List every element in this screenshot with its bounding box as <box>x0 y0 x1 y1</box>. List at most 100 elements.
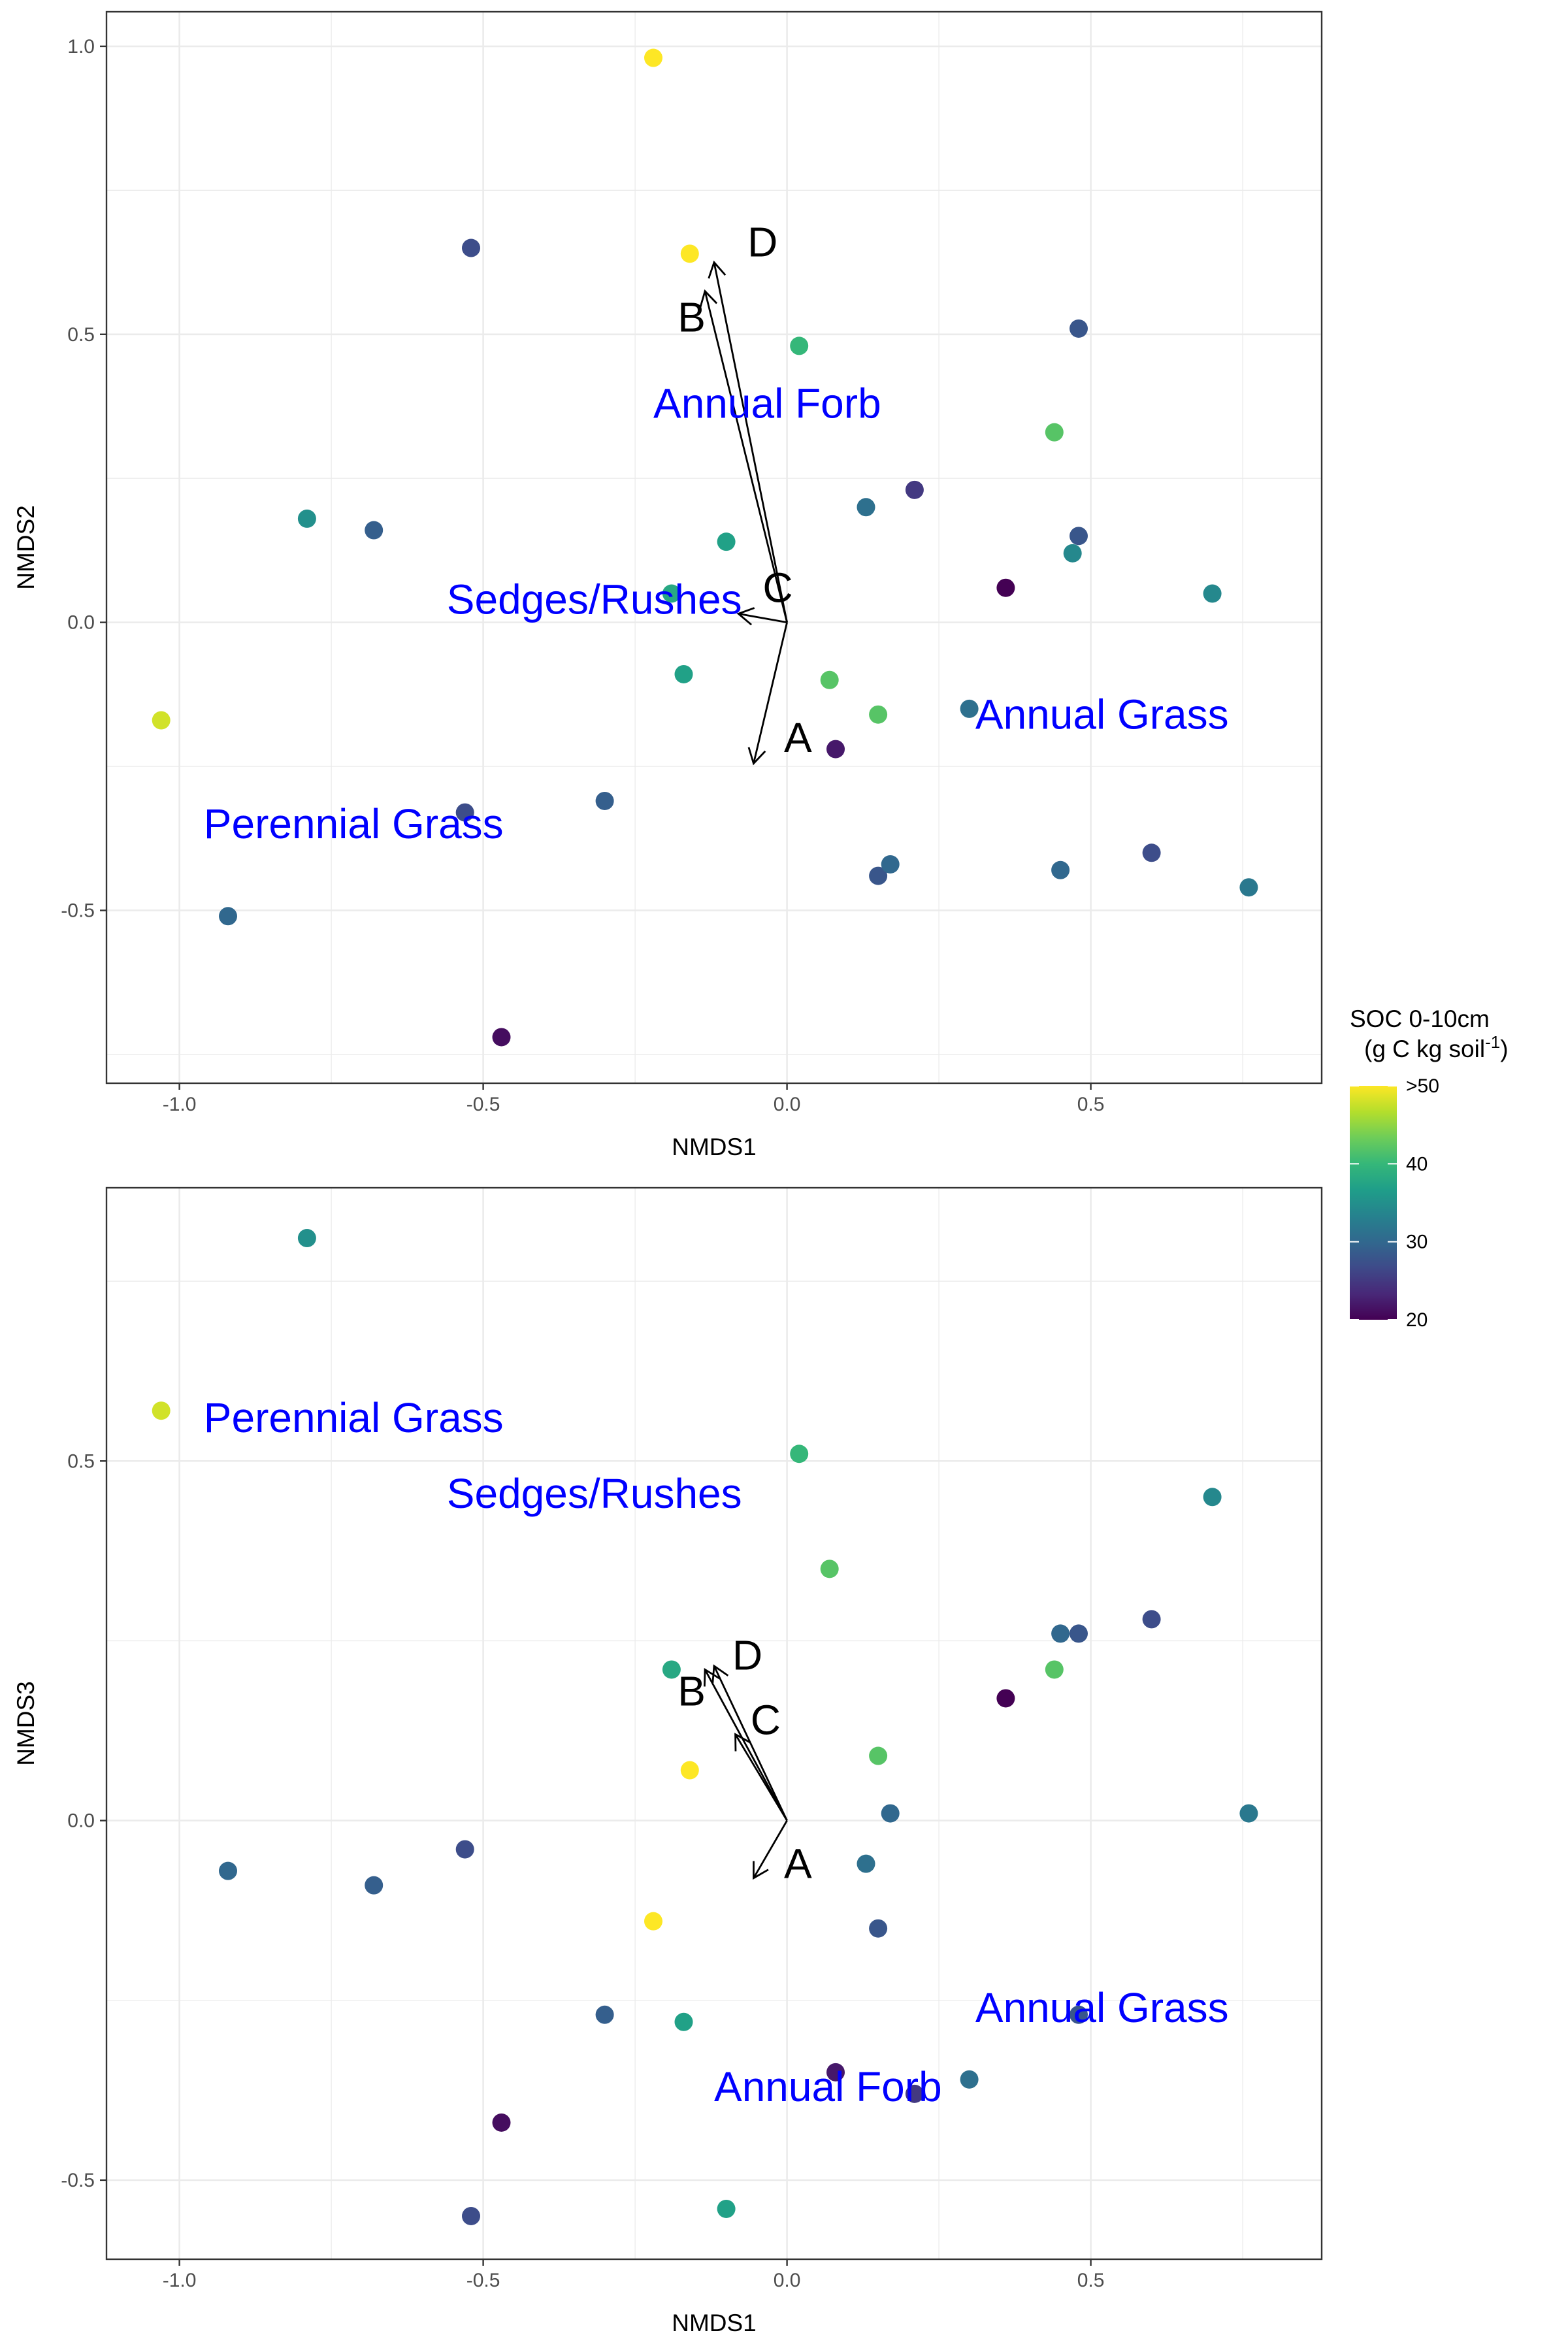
sample-point <box>1063 544 1082 563</box>
vector-b-label: B <box>678 293 706 340</box>
sample-point <box>297 1229 316 1248</box>
sample-point <box>881 1804 900 1823</box>
panel-border <box>105 10 1323 1085</box>
species-label: Perennial Grass <box>204 1394 504 1441</box>
y-axis-ticks: -0.5 0.0 0.5 <box>61 1450 106 2191</box>
species-label: Perennial Grass <box>204 800 504 847</box>
species-label: Annual Forb <box>653 380 881 427</box>
vector-a-label: A <box>784 714 812 761</box>
sample-point <box>662 584 681 603</box>
sample-point <box>905 2084 924 2103</box>
vector-a-arrowhead <box>753 1861 769 1880</box>
sample-point <box>826 740 845 759</box>
vector-d-arrowhead <box>708 260 727 279</box>
x-tick-label: 0.5 <box>1077 1094 1105 1115</box>
y-axis-title: NMDS2 <box>12 505 39 590</box>
colorbar-tick-label: 20 <box>1406 1309 1428 1331</box>
species-label: Annual Grass <box>975 1984 1229 2031</box>
sample-point <box>869 1746 888 1765</box>
vector-c-arrowhead <box>736 607 755 626</box>
x-tick-label: 0.0 <box>774 2270 801 2291</box>
sample-point <box>1239 1804 1258 1823</box>
vector-d-arrowhead <box>711 1664 729 1683</box>
sample-point <box>790 336 809 355</box>
sample-point <box>1142 1610 1161 1629</box>
sample-point <box>595 2005 614 2024</box>
env-vectors: A BCD <box>678 1631 812 1887</box>
vector-d-label: D <box>732 1631 762 1678</box>
sample-points <box>152 1229 1258 2225</box>
sample-point <box>662 1660 681 1679</box>
panel-grid <box>106 12 1322 1083</box>
legend-title-line2: (g C kg soil-1) <box>1364 1032 1509 1062</box>
sample-point <box>644 1912 662 1931</box>
x-tick-label: -1.0 <box>163 2270 197 2291</box>
sample-point <box>960 2070 979 2089</box>
vector-c-arrow <box>734 1733 788 1821</box>
sample-point <box>820 1560 839 1578</box>
sample-point <box>857 498 875 517</box>
sample-point <box>1045 423 1064 442</box>
vector-d-arrow <box>713 262 788 623</box>
legend-title-close: ) <box>1500 1036 1508 1062</box>
sample-point <box>219 907 237 926</box>
vector-b-arrow <box>704 1669 788 1821</box>
species-labels: Perennial Grass Sedges/Rushes Annual Grass… <box>204 1394 1229 2110</box>
y-tick-label: 0.5 <box>67 1450 95 1472</box>
y-axis-ticks: -0.5 0.0 0.5 1.0 <box>61 36 106 921</box>
sample-point <box>1203 584 1222 603</box>
x-tick-label: 0.5 <box>1077 2270 1105 2291</box>
sample-point <box>717 2199 736 2218</box>
nmds1-vs-nmds3-panel: A BCD Perennial Grass Sedges/Rushes Annual … <box>12 1186 1323 2336</box>
sample-point <box>1045 1660 1064 1679</box>
x-axis-title: NMDS1 <box>672 2310 757 2336</box>
vector-b-label: B <box>678 1667 706 1714</box>
sample-point <box>1070 319 1088 338</box>
sample-point <box>790 1445 809 1463</box>
sample-point <box>1070 527 1088 546</box>
species-label: Sedges/Rushes <box>447 1470 742 1517</box>
vector-c-label: C <box>762 564 792 612</box>
legend-title-superscript: -1 <box>1485 1032 1500 1052</box>
x-tick-label: -1.0 <box>163 1094 197 1115</box>
sample-point <box>455 803 474 822</box>
sample-point <box>1051 860 1070 879</box>
sample-point <box>297 509 316 528</box>
sample-point <box>152 1401 171 1420</box>
sample-point <box>1239 878 1258 897</box>
sample-point <box>869 866 888 885</box>
sample-point <box>1070 2005 1088 2024</box>
colorbar-ticks: >50 40 30 20 <box>1350 1075 1439 1331</box>
sample-point <box>644 48 662 67</box>
y-tick-label: -0.5 <box>61 2170 95 2191</box>
species-labels: Annual Forb Sedges/Rushes Annual Grass Pere… <box>204 380 1229 848</box>
sample-point <box>492 2113 511 2132</box>
sample-point <box>674 2012 693 2031</box>
sample-point <box>152 711 171 730</box>
sample-point <box>462 2206 480 2225</box>
legend-title-unit: (g C kg soil <box>1364 1036 1485 1062</box>
sample-point <box>1203 1488 1222 1507</box>
colorbar-tick-label: >50 <box>1406 1075 1439 1097</box>
sample-point <box>869 1919 888 1938</box>
colorbar-tick-label: 40 <box>1406 1153 1428 1175</box>
y-tick-label: 0.0 <box>67 1810 95 1832</box>
sample-point <box>826 2063 845 2082</box>
x-axis-ticks: -1.0 -0.5 0.0 0.5 <box>163 2259 1105 2291</box>
y-tick-label: 0.0 <box>67 612 95 634</box>
sample-point <box>462 238 480 257</box>
sample-point <box>595 791 614 810</box>
vector-b-arrowhead <box>699 289 718 308</box>
sample-point <box>219 1861 237 1880</box>
sample-point <box>492 1028 511 1047</box>
colorbar-tick-label: 30 <box>1406 1232 1428 1253</box>
sample-point <box>680 244 699 263</box>
vector-a-arrow <box>753 1820 788 1879</box>
vector-a-arrowhead <box>747 747 766 766</box>
species-label: Annual Forb <box>714 2063 942 2110</box>
sample-point <box>881 855 900 874</box>
sample-point <box>820 670 839 689</box>
sample-point <box>365 1876 384 1895</box>
x-tick-label: -0.5 <box>466 1094 500 1115</box>
y-axis-title: NMDS3 <box>12 1681 39 1766</box>
